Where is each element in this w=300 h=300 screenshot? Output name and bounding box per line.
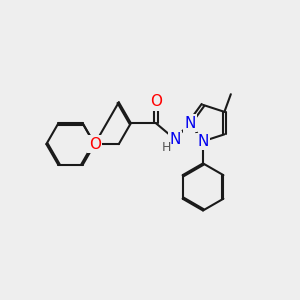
Text: N: N: [169, 132, 181, 147]
Text: O: O: [150, 94, 162, 110]
Text: N: N: [197, 134, 209, 149]
Text: O: O: [88, 136, 101, 152]
Text: H: H: [162, 141, 172, 154]
Text: N: N: [184, 116, 196, 130]
